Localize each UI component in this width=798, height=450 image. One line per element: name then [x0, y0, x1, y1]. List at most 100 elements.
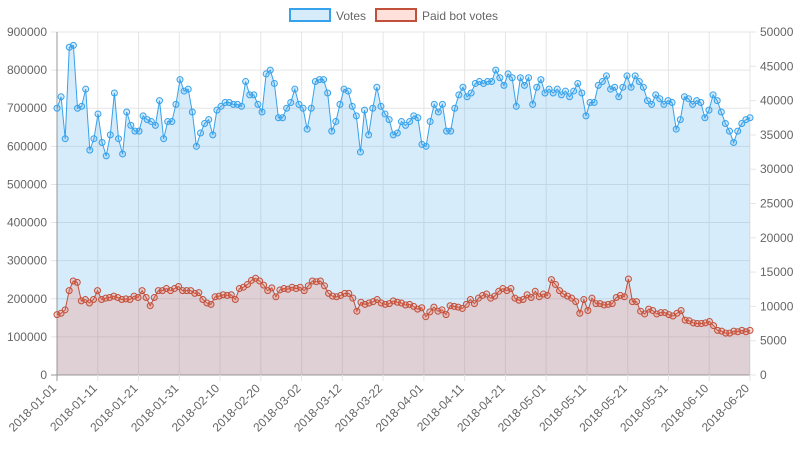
data-point [519, 296, 527, 304]
data-point [73, 278, 81, 286]
data-point [496, 74, 504, 82]
data-point [197, 129, 205, 137]
data-point [588, 294, 596, 302]
data-point [631, 72, 639, 80]
data-point [89, 296, 97, 304]
data-point [488, 78, 496, 86]
data-point [336, 100, 344, 108]
data-point [491, 292, 499, 300]
data-point [94, 287, 102, 295]
data-point [615, 93, 623, 101]
data-point [590, 99, 598, 107]
y-left-tick-label: 700000 [7, 101, 47, 115]
data-point [243, 280, 251, 288]
data-point [668, 99, 676, 107]
data-point [151, 121, 159, 129]
data-point [106, 131, 114, 139]
data-point [110, 89, 118, 97]
data-point [287, 99, 295, 107]
data-point [406, 118, 414, 126]
data-point [242, 78, 250, 86]
data-point [459, 83, 467, 91]
data-point [361, 106, 369, 114]
y-left-tick-label: 100000 [7, 330, 47, 344]
data-point [300, 287, 308, 295]
data-point [86, 146, 94, 154]
data-point [127, 121, 135, 129]
data-point [608, 300, 616, 308]
data-point [231, 296, 239, 304]
legend-label-0: Votes [336, 9, 366, 23]
data-point [641, 310, 649, 318]
data-point [500, 81, 508, 89]
data-point [119, 150, 127, 158]
data-point [525, 74, 533, 82]
data-point [553, 85, 561, 93]
data-point [462, 300, 470, 308]
data-point [250, 91, 258, 99]
series-points [53, 41, 754, 337]
data-point [279, 114, 287, 122]
data-point [627, 83, 635, 91]
data-point [195, 289, 203, 297]
data-point [730, 139, 738, 147]
data-point [69, 41, 77, 49]
data-point [254, 100, 262, 108]
data-point [98, 139, 106, 147]
data-point [344, 87, 352, 95]
y-right-tick-label: 0 [760, 368, 767, 382]
data-point [238, 102, 246, 110]
data-point [639, 83, 647, 91]
data-point [135, 127, 143, 135]
data-point [635, 78, 643, 86]
data-point [709, 91, 717, 99]
data-point [520, 81, 528, 89]
data-point [656, 95, 664, 103]
y-right-tick-label: 5000 [760, 334, 787, 348]
y-right-tick-label: 25000 [760, 197, 794, 211]
data-point [705, 106, 713, 114]
data-point [447, 127, 455, 135]
data-point [455, 91, 463, 99]
data-point [633, 298, 641, 306]
data-point [260, 281, 268, 289]
data-point [430, 100, 438, 108]
data-point [648, 100, 656, 108]
data-point [746, 326, 754, 334]
y-left-tick-label: 800000 [7, 63, 47, 77]
y-right-tick-label: 20000 [760, 231, 794, 245]
data-point [483, 290, 491, 298]
data-point [418, 304, 426, 312]
data-point [332, 118, 340, 126]
legend-swatch-0 [289, 8, 331, 22]
data-point [188, 108, 196, 116]
data-point [324, 89, 332, 97]
y-right-tick-label: 30000 [760, 162, 794, 176]
data-point [369, 104, 377, 112]
data-point [624, 275, 632, 283]
data-point [434, 108, 442, 116]
data-point [61, 135, 69, 143]
data-point [507, 285, 515, 293]
data-point [451, 104, 459, 112]
data-point [184, 85, 192, 93]
data-point [576, 309, 584, 317]
data-point [115, 135, 123, 143]
data-point [365, 131, 373, 139]
data-point [582, 112, 590, 120]
y-axis-right: 0 5000 10000 15000 20000 25000 30000 35000 40000… [760, 25, 794, 382]
data-point [65, 287, 73, 295]
data-point [470, 300, 478, 308]
data-point [373, 83, 381, 91]
data-point [61, 306, 69, 314]
data-point [551, 280, 559, 288]
data-point [598, 78, 606, 86]
data-point [684, 95, 692, 103]
data-point [602, 72, 610, 80]
data-point [533, 83, 541, 91]
data-point [701, 114, 709, 122]
y-right-tick-label: 40000 [760, 94, 794, 108]
y-left-tick-label: 300000 [7, 254, 47, 268]
data-point [377, 102, 385, 110]
legend[interactable]: Votes Paid bot votes [289, 8, 498, 23]
